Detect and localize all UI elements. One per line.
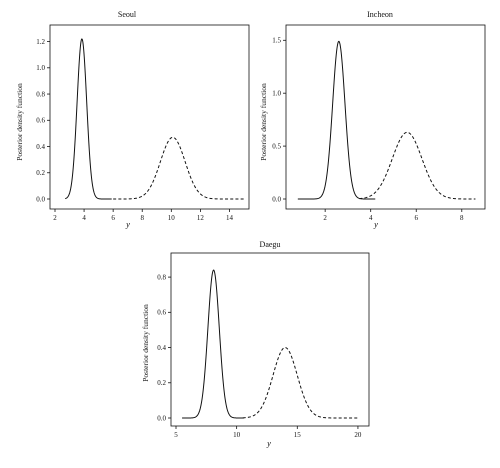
panel-daegu: Daegu Posterior density function y 5 10 15… <box>141 240 370 448</box>
y-axis-title: Posterior density function <box>259 83 268 161</box>
dashed-density-curve <box>359 131 476 200</box>
dashed-density-curve <box>242 347 358 419</box>
x-tick-label: 20 <box>354 431 362 439</box>
x-tick-label: 8 <box>460 214 464 222</box>
plot-frame <box>285 24 486 210</box>
x-tick-label: 15 <box>294 431 302 439</box>
panel-seoul: Seoul Posterior density function y 2 4 6 8 1… <box>15 10 250 229</box>
y-tick-label: 0.0 <box>272 195 281 203</box>
x-tick-label: 2 <box>323 214 327 222</box>
x-tick-label: 12 <box>197 214 205 222</box>
x-tick-label: 10 <box>168 214 176 222</box>
y-tick-label: 0.6 <box>36 117 45 125</box>
y-axis-title: Posterior density function <box>15 83 24 161</box>
dashed-density-curve <box>113 136 244 200</box>
x-tick-label: 2 <box>53 214 57 222</box>
solid-density-curve <box>297 40 376 200</box>
plot-frame <box>49 24 250 210</box>
y-tick-label: 1.0 <box>272 90 281 98</box>
y-tick-label: 0.0 <box>157 414 166 422</box>
x-tick-label: 14 <box>226 214 234 222</box>
solid-density-curve <box>182 269 244 419</box>
x-tick-label: 5 <box>174 431 178 439</box>
x-axis-title: y <box>373 219 378 229</box>
y-tick-label: 0.8 <box>157 273 166 281</box>
x-tick-label: 8 <box>140 214 144 222</box>
y-tick-label: 1.5 <box>272 37 281 45</box>
y-tick-label: 1.0 <box>36 64 45 72</box>
panel-title: Daegu <box>260 240 281 249</box>
y-tick-label: 0.2 <box>36 169 45 177</box>
y-tick-label: 0.5 <box>272 142 281 150</box>
y-axis-title: Posterior density function <box>141 304 150 382</box>
panel-title: Incheon <box>367 10 393 19</box>
x-tick-label: 6 <box>111 214 115 222</box>
x-tick-label: 4 <box>369 214 373 222</box>
panel-title: Seoul <box>118 10 137 19</box>
y-tick-label: 0.8 <box>36 90 45 98</box>
y-tick-label: 0.2 <box>157 379 166 387</box>
x-tick-label: 4 <box>82 214 86 222</box>
plot-frame <box>170 252 370 427</box>
y-tick-label: 0.4 <box>157 344 166 352</box>
x-axis-title: y <box>266 438 271 448</box>
solid-density-curve <box>65 38 112 200</box>
y-tick-label: 0.0 <box>36 195 45 203</box>
y-tick-label: 0.6 <box>157 309 166 317</box>
x-axis-title: y <box>125 219 130 229</box>
panel-incheon: Incheon Posterior density function y 2 4 6… <box>259 10 486 229</box>
x-tick-label: 10 <box>233 431 241 439</box>
x-tick-label: 6 <box>414 214 418 222</box>
y-tick-label: 1.2 <box>36 38 45 46</box>
y-tick-label: 0.4 <box>36 143 45 151</box>
